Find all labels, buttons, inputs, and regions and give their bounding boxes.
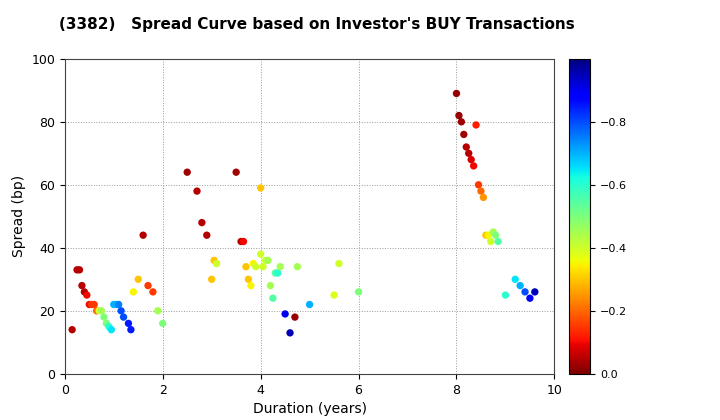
Point	[127, 289, 139, 295]
Point	[477, 194, 489, 201]
Point	[96, 307, 107, 314]
Point	[248, 260, 259, 267]
Point	[76, 282, 88, 289]
Point	[265, 282, 276, 289]
Point	[110, 301, 122, 308]
Point	[235, 238, 247, 245]
Point	[514, 282, 526, 289]
Point	[98, 314, 109, 320]
Point	[73, 266, 85, 273]
Point	[152, 307, 163, 314]
Point	[272, 270, 284, 276]
Point	[510, 276, 521, 283]
Point	[333, 260, 345, 267]
Point	[257, 263, 269, 270]
Text: (3382)   Spread Curve based on Investor's BUY Transactions: (3382) Spread Curve based on Investor's …	[59, 17, 575, 32]
Point	[274, 263, 286, 270]
Point	[211, 260, 222, 267]
Point	[353, 289, 364, 295]
Point	[125, 326, 137, 333]
Point	[458, 131, 469, 138]
Point	[181, 169, 193, 176]
Point	[106, 326, 117, 333]
Point	[138, 232, 149, 239]
Point	[243, 276, 254, 283]
X-axis label: Duration (years): Duration (years)	[253, 402, 366, 416]
Point	[468, 163, 480, 169]
Point	[91, 307, 102, 314]
Point	[456, 118, 467, 125]
Point	[451, 90, 462, 97]
Point	[115, 307, 127, 314]
Point	[196, 219, 207, 226]
Point	[143, 282, 154, 289]
Point	[86, 301, 97, 308]
Point	[465, 156, 477, 163]
Point	[267, 295, 279, 302]
Point	[84, 301, 95, 308]
Point	[118, 314, 130, 320]
Point	[71, 266, 83, 273]
Point	[122, 320, 134, 327]
Point	[482, 232, 494, 239]
Point	[529, 289, 541, 295]
Point	[492, 238, 504, 245]
Point	[519, 289, 531, 295]
Point	[245, 282, 256, 289]
Point	[89, 301, 100, 308]
Y-axis label: Spread (bp): Spread (bp)	[12, 175, 26, 257]
Point	[108, 301, 120, 308]
Point	[255, 184, 266, 191]
Point	[453, 112, 464, 119]
Point	[113, 301, 125, 308]
Point	[284, 329, 296, 336]
Point	[208, 257, 220, 264]
Point	[230, 169, 242, 176]
Point	[132, 276, 144, 283]
Point	[304, 301, 315, 308]
Point	[490, 232, 501, 239]
Point	[461, 144, 472, 150]
Point	[81, 291, 93, 298]
Point	[480, 232, 492, 239]
Point	[260, 257, 271, 264]
Point	[289, 314, 301, 320]
Point	[292, 263, 303, 270]
Point	[473, 181, 485, 188]
Point	[94, 307, 105, 314]
Point	[103, 323, 114, 330]
Point	[255, 251, 266, 257]
Point	[192, 188, 203, 194]
Point	[78, 289, 90, 295]
Point	[269, 270, 281, 276]
Point	[238, 238, 249, 245]
Point	[475, 188, 487, 194]
Point	[463, 150, 474, 157]
Point	[485, 238, 497, 245]
Point	[487, 228, 499, 235]
Point	[240, 263, 252, 270]
Point	[206, 276, 217, 283]
Point	[262, 257, 274, 264]
Point	[500, 291, 511, 298]
Point	[279, 310, 291, 318]
Point	[524, 295, 536, 302]
Point	[328, 291, 340, 298]
Point	[101, 320, 112, 327]
Point	[66, 326, 78, 333]
Point	[470, 121, 482, 128]
Point	[201, 232, 212, 239]
Point	[250, 263, 261, 270]
Point	[147, 289, 158, 295]
Point	[157, 320, 168, 327]
